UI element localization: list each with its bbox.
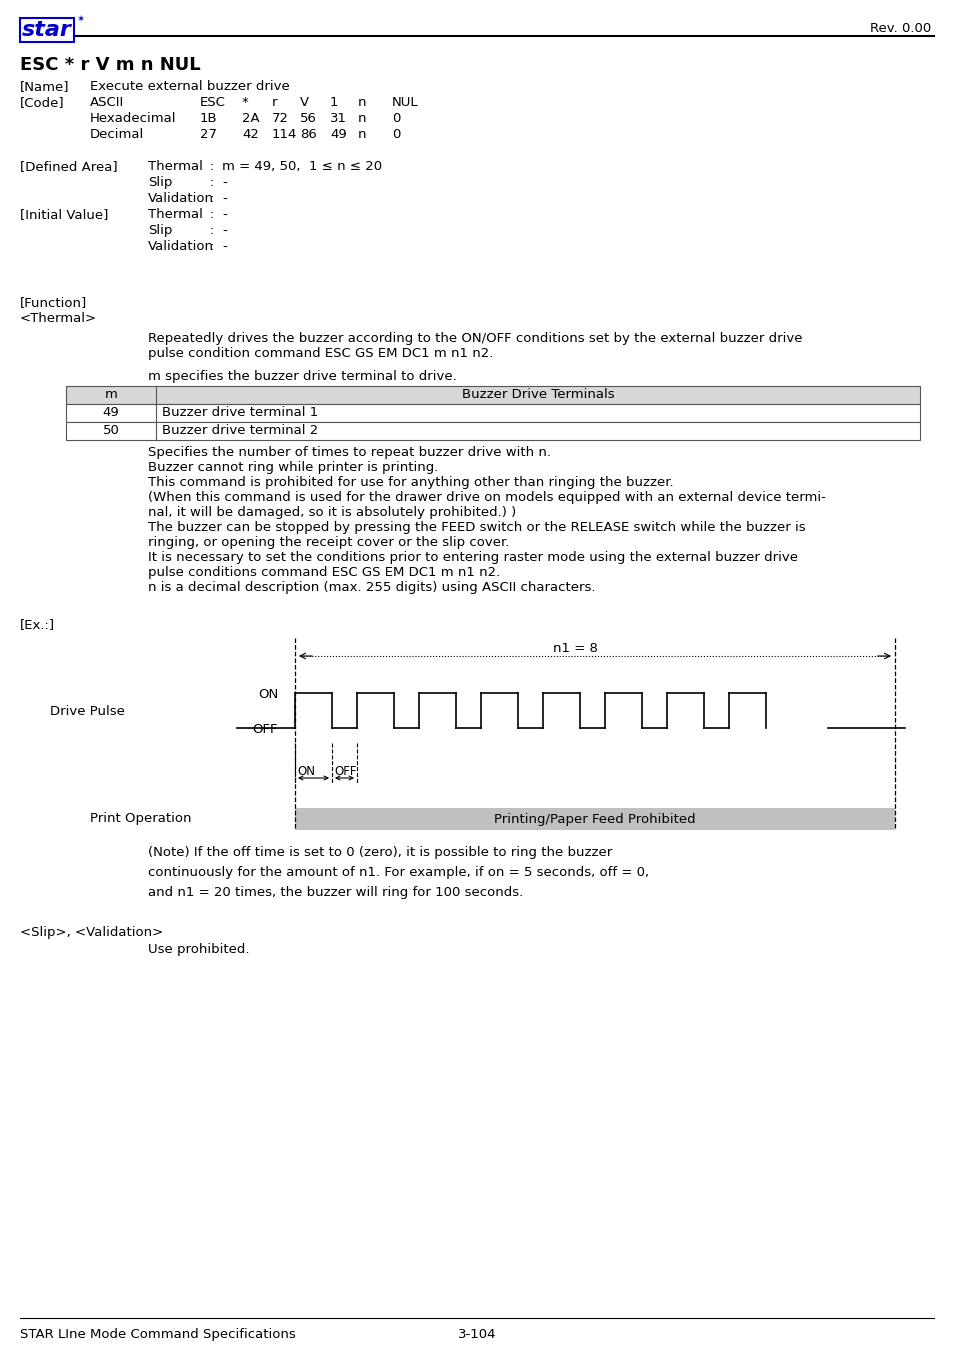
Text: Buzzer drive terminal 1: Buzzer drive terminal 1 — [162, 406, 318, 420]
Text: Print Operation: Print Operation — [90, 811, 192, 825]
Text: *: * — [242, 96, 249, 109]
Text: Slip: Slip — [148, 224, 172, 238]
Text: STAR LIne Mode Command Specifications: STAR LIne Mode Command Specifications — [20, 1328, 295, 1341]
Text: (When this command is used for the drawer drive on models equipped with an exter: (When this command is used for the drawe… — [148, 491, 825, 504]
Text: [Name]: [Name] — [20, 80, 70, 93]
Text: Execute external buzzer drive: Execute external buzzer drive — [90, 80, 290, 93]
Text: Validation: Validation — [148, 240, 213, 252]
Bar — [66, 423, 919, 440]
Text: 49: 49 — [103, 406, 119, 420]
Text: n: n — [357, 96, 366, 109]
Text: 2A: 2A — [242, 112, 259, 126]
Text: 42: 42 — [242, 128, 258, 140]
Text: 49: 49 — [330, 128, 346, 140]
Text: [Code]: [Code] — [20, 96, 65, 109]
Text: 3-104: 3-104 — [457, 1328, 496, 1341]
Text: n: n — [357, 128, 366, 140]
Text: ESC * r V m n NUL: ESC * r V m n NUL — [20, 55, 200, 74]
Text: -: - — [222, 176, 227, 189]
Text: m specifies the buzzer drive terminal to drive.: m specifies the buzzer drive terminal to… — [148, 370, 456, 383]
Text: Slip: Slip — [148, 176, 172, 189]
Text: V: V — [299, 96, 309, 109]
Text: 31: 31 — [330, 112, 347, 126]
Text: 0: 0 — [392, 128, 400, 140]
Text: OFF: OFF — [252, 724, 277, 736]
Text: Hexadecimal: Hexadecimal — [90, 112, 176, 126]
Text: 27: 27 — [200, 128, 216, 140]
Text: 72: 72 — [272, 112, 289, 126]
Bar — [294, 809, 894, 830]
Text: 86: 86 — [299, 128, 316, 140]
Text: ASCII: ASCII — [90, 96, 124, 109]
Text: Rev. 0.00: Rev. 0.00 — [869, 22, 930, 35]
Text: :: : — [210, 208, 214, 221]
Text: [Function]: [Function] — [20, 296, 87, 309]
Text: star: star — [22, 20, 71, 40]
Text: :: : — [210, 192, 214, 205]
Text: 0: 0 — [392, 112, 400, 126]
Text: n: n — [357, 112, 366, 126]
Text: n is a decimal description (max. 255 digits) using ASCII characters.: n is a decimal description (max. 255 dig… — [148, 580, 595, 594]
Text: OFF: OFF — [334, 765, 356, 778]
Text: [Defined Area]: [Defined Area] — [20, 161, 117, 173]
Text: ESC: ESC — [200, 96, 226, 109]
Text: [Initial Value]: [Initial Value] — [20, 208, 109, 221]
Text: 56: 56 — [299, 112, 316, 126]
Text: Buzzer cannot ring while printer is printing.: Buzzer cannot ring while printer is prin… — [148, 460, 438, 474]
Text: nal, it will be damaged, so it is absolutely prohibited.) ): nal, it will be damaged, so it is absolu… — [148, 506, 516, 518]
Text: ringing, or opening the receipt cover or the slip cover.: ringing, or opening the receipt cover or… — [148, 536, 509, 549]
Text: and n1 = 20 times, the buzzer will ring for 100 seconds.: and n1 = 20 times, the buzzer will ring … — [148, 886, 522, 899]
Text: pulse conditions command ESC GS EM DC1 m n1 n2.: pulse conditions command ESC GS EM DC1 m… — [148, 566, 499, 579]
Text: :: : — [210, 240, 214, 252]
Text: m: m — [105, 389, 117, 401]
Text: -: - — [222, 192, 227, 205]
Text: -: - — [222, 224, 227, 238]
Text: Use prohibited.: Use prohibited. — [148, 944, 250, 956]
Text: The buzzer can be stopped by pressing the FEED switch or the RELEASE switch whil: The buzzer can be stopped by pressing th… — [148, 521, 804, 535]
Text: 50: 50 — [103, 424, 119, 437]
Text: Thermal: Thermal — [148, 208, 203, 221]
Text: NUL: NUL — [392, 96, 418, 109]
Text: m = 49, 50,  1 ≤ n ≤ 20: m = 49, 50, 1 ≤ n ≤ 20 — [222, 161, 382, 173]
Text: <Thermal>: <Thermal> — [20, 312, 97, 325]
Text: Printing/Paper Feed Prohibited: Printing/Paper Feed Prohibited — [494, 813, 695, 825]
Text: 114: 114 — [272, 128, 297, 140]
Bar — [66, 386, 919, 404]
Text: pulse condition command ESC GS EM DC1 m n1 n2.: pulse condition command ESC GS EM DC1 m … — [148, 347, 493, 360]
Text: Repeatedly drives the buzzer according to the ON/OFF conditions set by the exter: Repeatedly drives the buzzer according t… — [148, 332, 801, 346]
Text: ON: ON — [257, 688, 278, 701]
Text: This command is prohibited for use for anything other than ringing the buzzer.: This command is prohibited for use for a… — [148, 477, 673, 489]
Text: n1 = 8: n1 = 8 — [552, 643, 597, 655]
Text: [Ex.:]: [Ex.:] — [20, 618, 55, 630]
Text: (Note) If the off time is set to 0 (zero), it is possible to ring the buzzer: (Note) If the off time is set to 0 (zero… — [148, 846, 612, 859]
Text: Buzzer drive terminal 2: Buzzer drive terminal 2 — [162, 424, 318, 437]
Text: Validation: Validation — [148, 192, 213, 205]
Text: Decimal: Decimal — [90, 128, 144, 140]
Text: <Slip>, <Validation>: <Slip>, <Validation> — [20, 926, 163, 940]
Text: Drive Pulse: Drive Pulse — [50, 705, 125, 718]
Text: r: r — [272, 96, 277, 109]
Text: 1B: 1B — [200, 112, 217, 126]
Text: :: : — [210, 224, 214, 238]
Bar — [66, 404, 919, 423]
Text: :: : — [210, 176, 214, 189]
Text: Thermal: Thermal — [148, 161, 203, 173]
Text: Specifies the number of times to repeat buzzer drive with n.: Specifies the number of times to repeat … — [148, 446, 551, 459]
Text: Buzzer Drive Terminals: Buzzer Drive Terminals — [461, 389, 614, 401]
Text: continuously for the amount of n1. For example, if on = 5 seconds, off = 0,: continuously for the amount of n1. For e… — [148, 865, 648, 879]
Text: -: - — [222, 240, 227, 252]
Text: :: : — [210, 161, 214, 173]
Text: It is necessary to set the conditions prior to entering raster mode using the ex: It is necessary to set the conditions pr… — [148, 551, 797, 564]
Text: -: - — [222, 208, 227, 221]
Text: ON: ON — [296, 765, 314, 778]
Text: ✶: ✶ — [76, 14, 84, 24]
Text: 1: 1 — [330, 96, 338, 109]
